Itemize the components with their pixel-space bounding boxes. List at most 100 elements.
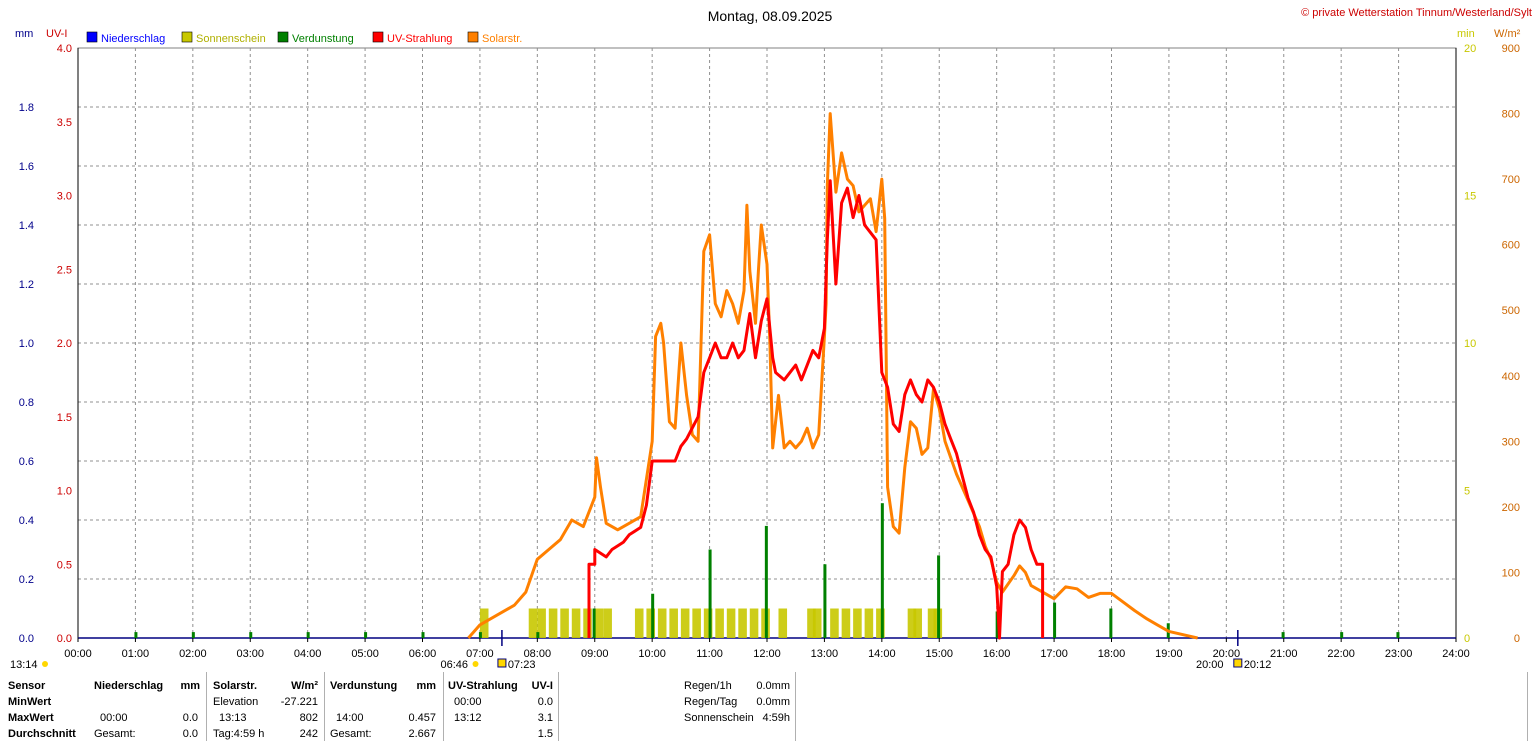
evening-twilight-time: 20:00 bbox=[1196, 659, 1224, 671]
evaporation-bar bbox=[1281, 632, 1285, 638]
tick-label-x: 11:00 bbox=[696, 648, 723, 660]
tick-label-x: 01:00 bbox=[122, 648, 150, 660]
table-divider bbox=[443, 672, 444, 741]
stats-cell: Gesamt: bbox=[94, 728, 136, 740]
evaporation-bar bbox=[937, 555, 941, 638]
tick-label-uv: 1.0 bbox=[57, 486, 72, 498]
sunshine-bar bbox=[560, 608, 569, 638]
sunrise-time: 07:23 bbox=[508, 659, 536, 671]
sunshine-bar bbox=[657, 608, 667, 638]
unit-wm2: W/m² bbox=[1494, 28, 1521, 40]
tick-label-x: 16:00 bbox=[983, 648, 1011, 660]
tick-label-uv: 0.5 bbox=[57, 559, 72, 571]
legend-label: Solarstr. bbox=[482, 33, 522, 45]
stats-row-label: Durchschnitt bbox=[8, 728, 76, 740]
stats-cell: Elevation bbox=[213, 696, 259, 708]
stats-header: UV-Strahlung bbox=[448, 680, 518, 692]
stats-cell: 13:12 bbox=[454, 712, 482, 724]
tick-label-x: 19:00 bbox=[1155, 648, 1183, 660]
tick-label-x: 04:00 bbox=[294, 648, 322, 660]
sunshine-bar bbox=[669, 608, 678, 638]
stats-cell: 802 bbox=[299, 712, 318, 724]
stats-cell: 0.0 bbox=[182, 712, 198, 724]
summary-value: 0.0mm bbox=[756, 696, 790, 708]
current-time: 13:14 bbox=[10, 659, 38, 671]
legend-swatch bbox=[467, 31, 479, 43]
sunshine-bar bbox=[907, 608, 917, 638]
stats-header: UV-I bbox=[531, 680, 553, 692]
sunshine-bar bbox=[692, 608, 701, 638]
summary-label: Regen/1h bbox=[684, 680, 732, 692]
evaporation-bar bbox=[421, 632, 425, 638]
tick-label-wm2: 200 bbox=[1502, 502, 1520, 514]
sunset-icon bbox=[1233, 658, 1243, 668]
table-divider bbox=[795, 672, 796, 741]
stats-cell: 242 bbox=[299, 728, 318, 740]
evaporation-bar bbox=[1396, 632, 1400, 638]
tick-label-min: 10 bbox=[1464, 338, 1476, 350]
evaporation-bar bbox=[823, 564, 827, 638]
sunshine-bar bbox=[913, 608, 922, 638]
tick-label-uv: 3.5 bbox=[57, 117, 72, 129]
sunshine-bar bbox=[715, 608, 724, 638]
evaporation-bar bbox=[134, 632, 138, 638]
sunshine-bar bbox=[703, 608, 713, 638]
tick-label-wm2: 100 bbox=[1502, 567, 1520, 579]
stats-cell: 00:00 bbox=[100, 712, 128, 724]
stats-header: Solarstr. bbox=[213, 680, 258, 692]
tick-label-x: 10:00 bbox=[638, 648, 666, 660]
stats-cell: Tag:4:59 h bbox=[213, 728, 265, 740]
sunshine-bar bbox=[738, 608, 747, 638]
evaporation-bar bbox=[592, 608, 596, 638]
tick-label-mm: 1.2 bbox=[19, 279, 34, 291]
sunshine-bar bbox=[864, 608, 874, 638]
tick-label-uv: 1.5 bbox=[57, 412, 72, 424]
tick-label-mm: 1.0 bbox=[19, 338, 34, 350]
stats-cell: 0.0 bbox=[182, 728, 198, 740]
sunshine-bar bbox=[841, 608, 851, 638]
sun-icon bbox=[42, 661, 48, 667]
tick-label-x: 06:00 bbox=[409, 648, 437, 660]
stats-row-label: MaxWert bbox=[8, 712, 54, 724]
evaporation-bar bbox=[651, 593, 655, 638]
tick-label-x: 08:00 bbox=[524, 648, 552, 660]
evaporation-bar bbox=[995, 611, 999, 638]
table-divider bbox=[324, 672, 325, 741]
tick-label-wm2: 800 bbox=[1502, 109, 1520, 121]
evaporation-bar bbox=[1340, 632, 1344, 638]
tick-label-x: 22:00 bbox=[1327, 648, 1355, 660]
stats-cell: 00:00 bbox=[454, 696, 482, 708]
sun-icon bbox=[472, 661, 479, 667]
evaporation-bar bbox=[249, 632, 253, 638]
table-divider bbox=[558, 672, 559, 741]
tick-label-wm2: 700 bbox=[1502, 174, 1520, 186]
stats-cell: 13:13 bbox=[219, 712, 247, 724]
legend-label: Niederschlag bbox=[101, 33, 165, 45]
legend-swatch bbox=[86, 31, 98, 43]
evaporation-bar bbox=[306, 632, 310, 638]
sunshine-bar bbox=[548, 608, 558, 638]
sunshine-bar bbox=[528, 608, 538, 638]
legend-swatch bbox=[372, 31, 384, 43]
legend-swatch bbox=[181, 31, 193, 43]
tick-label-uv: 4.0 bbox=[57, 43, 72, 55]
legend-label: Sonnenschein bbox=[196, 33, 266, 45]
legend-swatch bbox=[277, 31, 289, 43]
tick-label-x: 21:00 bbox=[1270, 648, 1298, 660]
summary-value: 0.0mm bbox=[756, 680, 790, 692]
sunrise-icon bbox=[497, 658, 507, 668]
tick-label-mm: 0.4 bbox=[19, 515, 34, 527]
evaporation-bar bbox=[536, 632, 540, 638]
stats-header: W/m² bbox=[291, 680, 318, 692]
tick-label-x: 17:00 bbox=[1040, 648, 1068, 660]
legend-label: UV-Strahlung bbox=[387, 33, 452, 45]
evaporation-bar bbox=[880, 503, 884, 638]
tick-label-x: 07:00 bbox=[466, 648, 494, 660]
table-divider bbox=[1527, 672, 1528, 741]
tick-label-x: 03:00 bbox=[236, 648, 264, 660]
stats-header: mm bbox=[180, 680, 200, 692]
tick-label-min: 0 bbox=[1464, 633, 1470, 645]
tick-label-mm: 1.6 bbox=[19, 161, 34, 173]
evaporation-bar bbox=[1109, 608, 1113, 638]
summary-value: 4:59h bbox=[762, 712, 790, 724]
